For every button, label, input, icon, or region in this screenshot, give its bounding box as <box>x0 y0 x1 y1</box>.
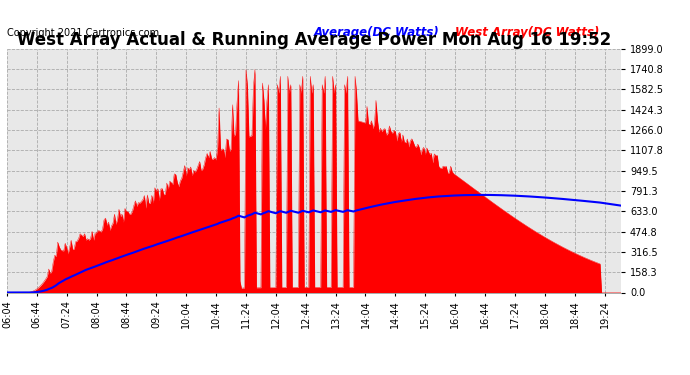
Title: West Array Actual & Running Average Power Mon Aug 16 19:52: West Array Actual & Running Average Powe… <box>17 31 611 49</box>
Text: Average(DC Watts): Average(DC Watts) <box>314 26 440 39</box>
Text: West Array(DC Watts): West Array(DC Watts) <box>455 26 600 39</box>
Text: Copyright 2021 Cartronics.com: Copyright 2021 Cartronics.com <box>7 28 159 38</box>
